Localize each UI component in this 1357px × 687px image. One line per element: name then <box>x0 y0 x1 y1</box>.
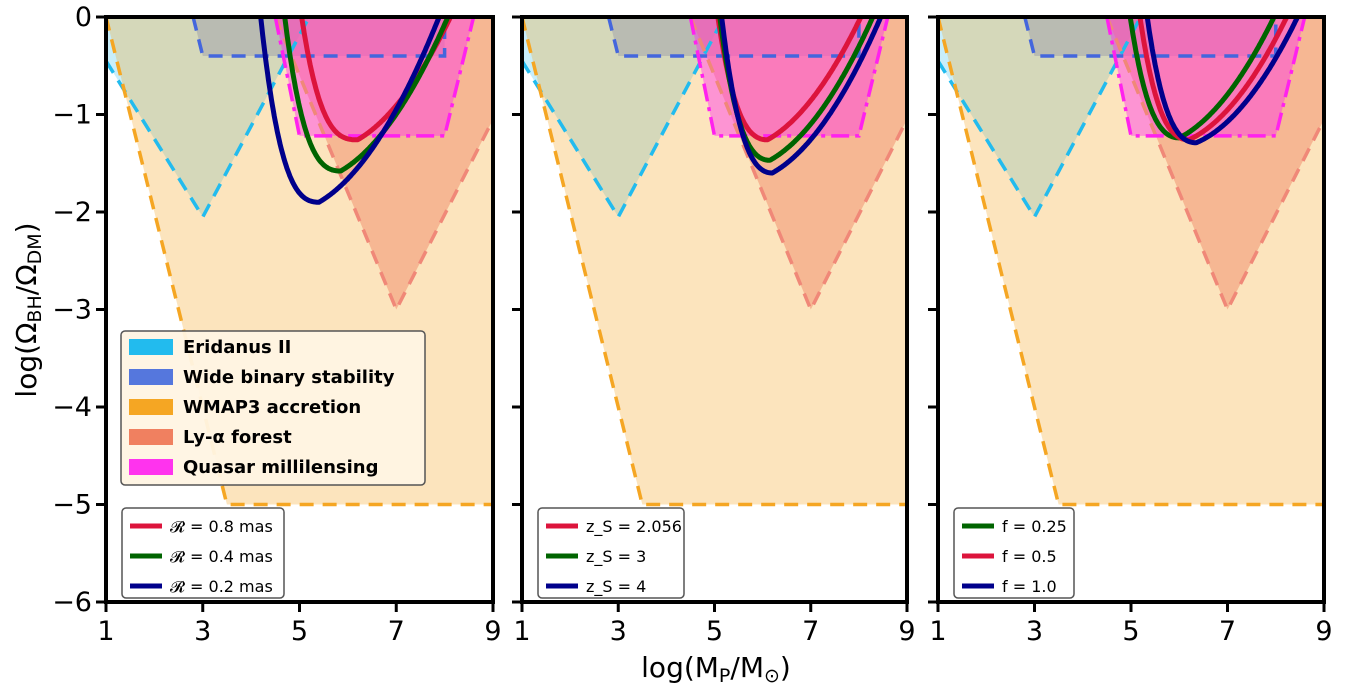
x-tick-label: 7 <box>388 616 405 647</box>
x-tick-label: 9 <box>484 616 501 647</box>
legend-swatch <box>129 429 173 445</box>
boundary-ly-forest <box>273 17 493 314</box>
legend-label: 𝓡 = 0.8 mas <box>170 517 273 536</box>
x-tick-label: 3 <box>610 616 627 647</box>
x-tick-label: 5 <box>291 616 308 647</box>
legend-swatch <box>129 459 173 475</box>
boundary-quasar-millilensing <box>273 17 476 138</box>
x-tick-label: 3 <box>1026 616 1043 647</box>
legend-box <box>953 507 1075 599</box>
boundary-quasar-millilensing <box>688 17 890 138</box>
legend-label: WMAP3 accretion <box>183 397 361 418</box>
boundary-wide-binary-stability <box>191 17 447 58</box>
series-line-3 <box>719 17 884 176</box>
plot-area <box>938 17 1324 507</box>
legend-box <box>120 330 426 486</box>
plot-area <box>522 17 907 507</box>
region-quasar-millilensing <box>690 17 888 136</box>
series-legend: 𝓡 = 0.8 mas 𝓡 = 0.4 mas 𝓡 = 0.2 mas <box>121 507 285 599</box>
legend-label: z_S = 2.056 <box>586 517 682 537</box>
series-line-2 <box>1137 17 1290 143</box>
series-line-3 <box>1144 17 1301 146</box>
legend-swatch <box>129 369 173 385</box>
region-eridanus-ii <box>522 17 725 217</box>
series-legend: f = 0.25 f = 0.5 f = 1.0 <box>953 507 1075 599</box>
legend-label: Ly-α forest <box>183 427 292 448</box>
region-wide-binary-stability <box>193 17 445 56</box>
region-wide-binary-stability <box>608 17 859 56</box>
y-tick-label: 0 <box>75 2 92 33</box>
legend-label: Quasar millilensing <box>183 457 378 478</box>
x-tick-label: 5 <box>1122 616 1139 647</box>
boundary-ly-forest <box>688 17 907 314</box>
legend-swatch <box>129 339 173 355</box>
x-tick-label: 9 <box>898 616 915 647</box>
panel-3: 1 3 5 7 9 f = 0.25 f = 0.5 f = 1.0 <box>928 15 1333 647</box>
panel-1: 1 3 5 7 9 0 −1 −2 −3 −4 −5 −6 𝓡 = 0.8 mas 𝓡 = 0.4 mas… <box>52 2 501 647</box>
legend-label: f = 1.0 <box>1002 577 1057 596</box>
series-legend: z_S = 2.056 z_S = 3 z_S = 4 <box>537 507 685 599</box>
boundary-ly-forest <box>1105 17 1324 314</box>
x-tick-label: 7 <box>1219 616 1236 647</box>
region-quasar-millilensing <box>1106 17 1305 136</box>
region-wmap3-accretion <box>938 17 1324 505</box>
region-eridanus-ii <box>106 17 310 217</box>
x-tick-label: 1 <box>513 616 530 647</box>
region-ly-forest <box>275 17 493 310</box>
y-tick-label: −5 <box>52 490 92 521</box>
legend-label: f = 0.5 <box>1002 547 1057 566</box>
boundary-wmap3-accretion <box>938 17 1324 507</box>
x-tick-label: 3 <box>194 616 211 647</box>
x-tick-label: 7 <box>802 616 819 647</box>
y-tick-label: −4 <box>52 392 92 423</box>
constraints-legend: Eridanus II Wide binary stability WMAP3 ac… <box>120 330 426 486</box>
legend-label: f = 0.25 <box>1002 517 1067 536</box>
y-tick-label: −3 <box>52 295 92 326</box>
x-tick-label: 1 <box>97 616 114 647</box>
legend-label: z_S = 3 <box>586 547 646 567</box>
legend-swatch <box>129 399 173 415</box>
boundary-wmap3-accretion <box>522 17 907 507</box>
legend-label: 𝓡 = 0.2 mas <box>170 577 273 596</box>
x-tick-label: 5 <box>706 616 723 647</box>
series-line-1 <box>715 17 864 143</box>
panel-2: 1 3 5 7 9 z_S = 2.056 z_S = 3 z_S = 4 <box>512 15 916 647</box>
region-eridanus-ii <box>938 17 1141 217</box>
legend-box <box>537 507 685 599</box>
y-tick-label: −2 <box>52 197 92 228</box>
legend-label: 𝓡 = 0.4 mas <box>170 547 273 566</box>
legend-label: Eridanus II <box>183 337 291 358</box>
x-tick-label: 9 <box>1315 616 1332 647</box>
boundary-wide-binary-stability <box>606 17 861 58</box>
x-axis-label: log(MP/M⊙) <box>641 651 791 687</box>
y-axis-label: log(ΩBH/ΩDM) <box>10 222 46 397</box>
y-tick-label: −1 <box>52 100 92 131</box>
legend-label: Wide binary stability <box>183 367 395 388</box>
legend-box <box>121 507 285 599</box>
y-tick-label: −6 <box>52 587 92 618</box>
x-tick-label: 1 <box>929 616 946 647</box>
series-line-1 <box>1127 17 1277 141</box>
region-ly-forest <box>690 17 907 310</box>
series-line-3 <box>258 17 442 205</box>
boundary-quasar-millilensing <box>1105 17 1307 138</box>
legend-label: z_S = 4 <box>586 577 646 597</box>
